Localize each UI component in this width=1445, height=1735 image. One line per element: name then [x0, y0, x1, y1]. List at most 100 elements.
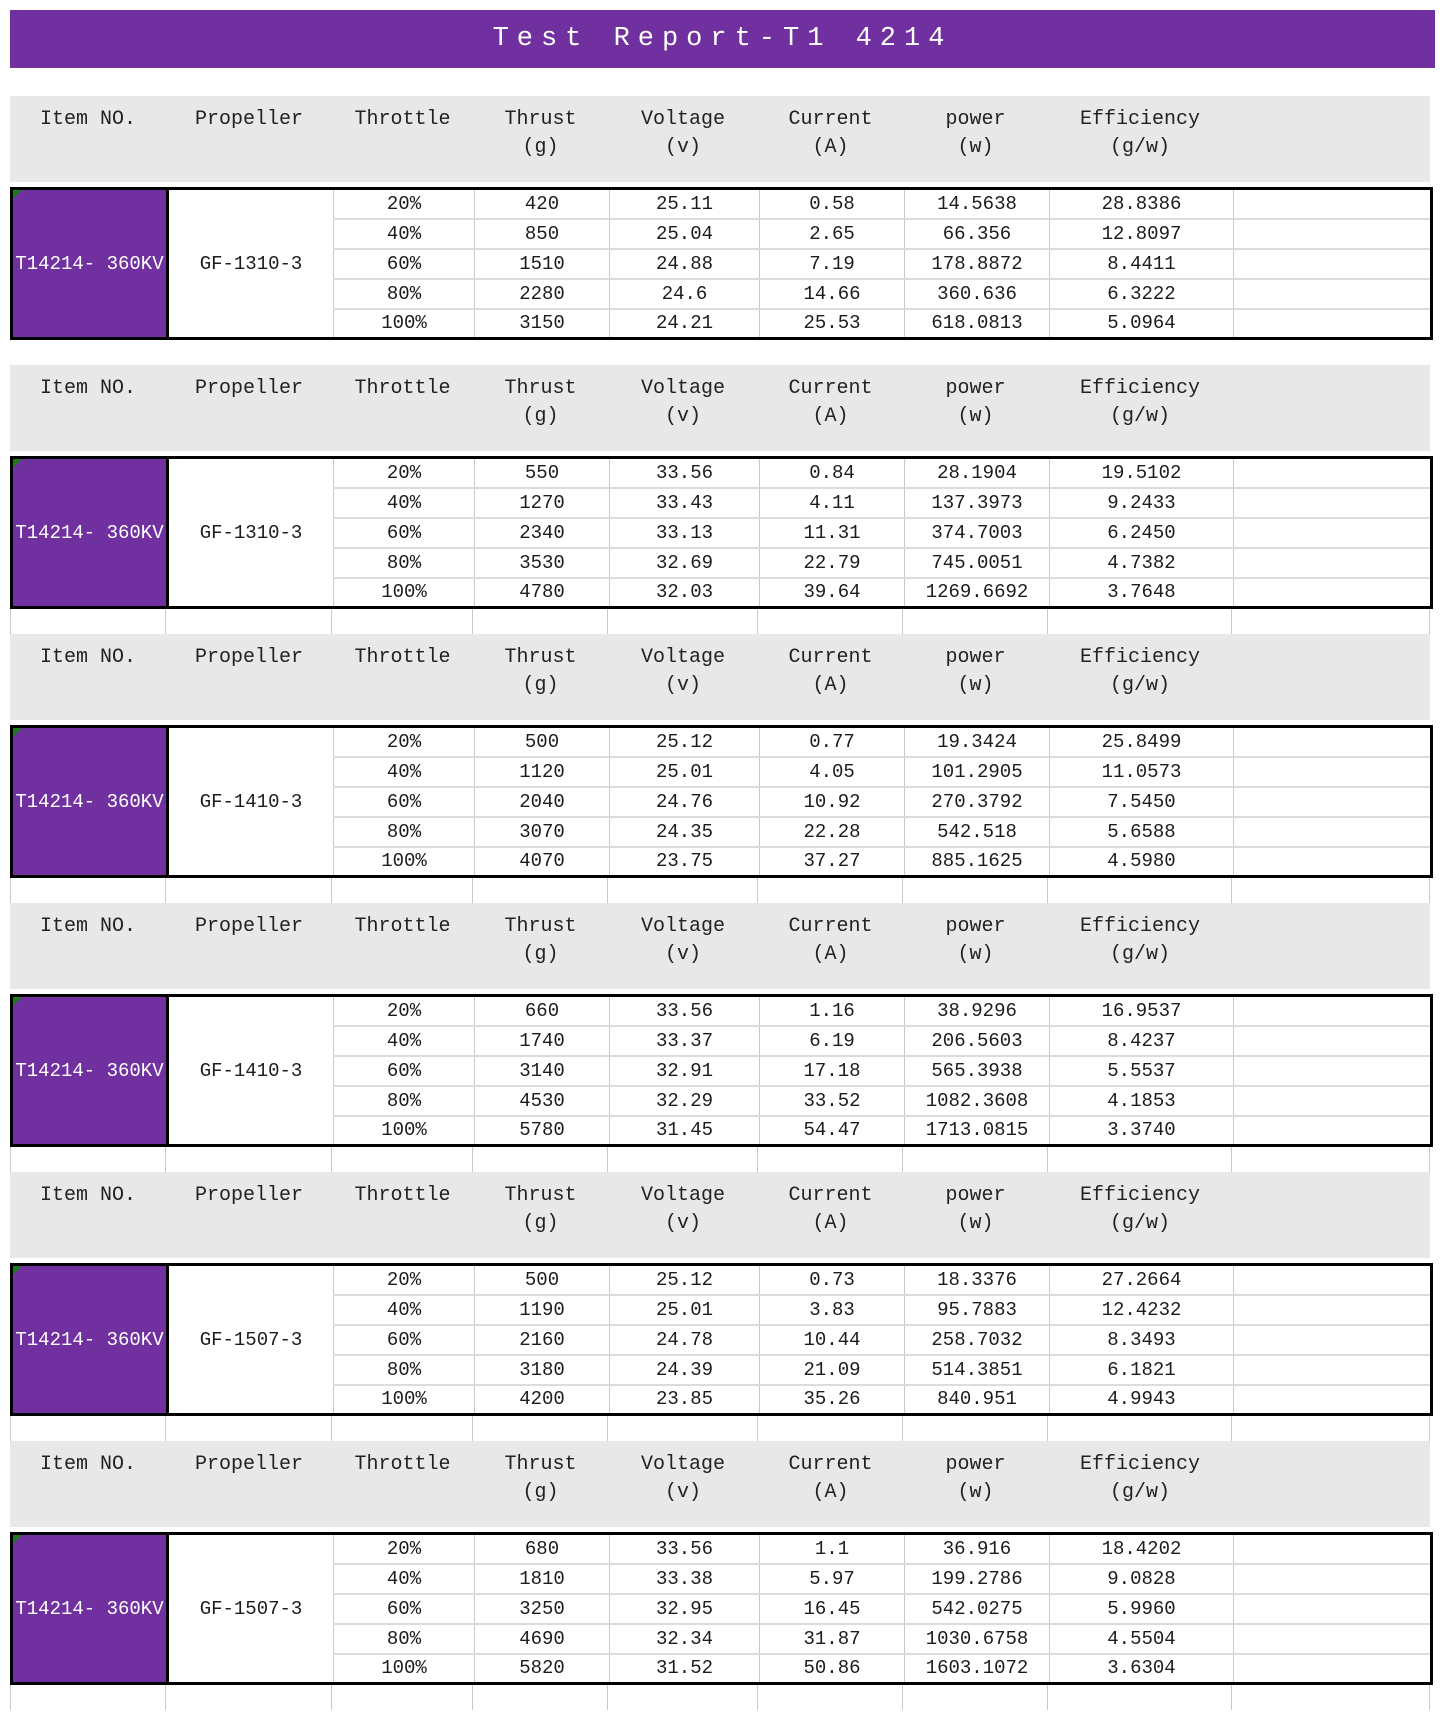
- col-header-propeller: Propeller: [166, 106, 332, 182]
- current-cell: 7.19: [759, 248, 905, 280]
- column-label: Current: [788, 915, 873, 938]
- spacer-cell: [608, 1685, 758, 1710]
- thrust-cell: 420: [474, 188, 610, 220]
- col-header-voltage: Voltage (v): [608, 644, 758, 720]
- empty-cell: [1233, 1115, 1432, 1146]
- efficiency-cell: 4.5504: [1049, 1623, 1234, 1655]
- col-header-efficiency: Efficiency (g/w): [1048, 106, 1232, 182]
- thrust-cell: 500: [474, 726, 610, 758]
- power-cell: 1269.6692: [904, 577, 1050, 608]
- report-title-bar: Test Report-T1 4214: [10, 10, 1435, 68]
- power-cell: 360.636: [904, 278, 1050, 310]
- power-cell: 1713.0815: [904, 1115, 1050, 1146]
- column-unit: [10, 1210, 166, 1238]
- thrust-cell: 5780: [474, 1115, 610, 1146]
- spacer-cell: [10, 1147, 166, 1172]
- empty-cell: [1233, 756, 1432, 788]
- column-label: Thrust: [504, 1453, 577, 1476]
- column-label: Propeller: [194, 915, 304, 938]
- item-no-cell: T14214- 360KV: [11, 995, 169, 1146]
- efficiency-cell: 9.0828: [1049, 1563, 1234, 1595]
- column-unit: [166, 1210, 332, 1238]
- col-header-voltage: Voltage (v): [608, 375, 758, 451]
- section-spacer-row: [10, 609, 1430, 634]
- current-cell: 10.44: [759, 1324, 905, 1356]
- item-no-value: T14214- 360KV: [15, 1059, 164, 1082]
- column-unit: (g/w): [1109, 943, 1170, 966]
- efficiency-cell: 3.7648: [1049, 577, 1234, 608]
- voltage-cell: 33.43: [609, 487, 760, 519]
- spacer-cell: [166, 878, 332, 903]
- col-header-thrust: Thrust (g): [473, 106, 608, 182]
- efficiency-cell: 16.9537: [1049, 995, 1234, 1027]
- efficiency-cell: 5.5537: [1049, 1055, 1234, 1087]
- voltage-cell: 24.21: [609, 308, 760, 339]
- current-cell: 11.31: [759, 517, 905, 549]
- column-unit: [166, 1479, 332, 1507]
- current-cell: 37.27: [759, 846, 905, 877]
- efficiency-cell: 4.5980: [1049, 846, 1234, 877]
- throttle-cell: 60%: [333, 248, 475, 280]
- column-unit: [10, 672, 166, 700]
- propeller-cell: GF-1507-3: [167, 1533, 334, 1684]
- throttle-cell: 100%: [333, 577, 475, 608]
- power-cell: 28.1904: [904, 457, 1050, 489]
- col-header-throttle: Throttle: [332, 1182, 473, 1258]
- power-cell: 38.9296: [904, 995, 1050, 1027]
- col-header-throttle: Throttle: [332, 1451, 473, 1527]
- spacer-cell: [608, 340, 758, 365]
- column-label: Current: [788, 377, 873, 400]
- thrust-cell: 3250: [474, 1593, 610, 1625]
- cell-error-indicator-icon: [13, 1266, 22, 1275]
- voltage-cell: 32.69: [609, 547, 760, 579]
- empty-cell: [1233, 218, 1432, 250]
- column-label: power: [945, 377, 1006, 400]
- efficiency-cell: 8.4237: [1049, 1025, 1234, 1057]
- spacer-cell: [10, 609, 166, 634]
- current-cell: 10.92: [759, 786, 905, 818]
- voltage-cell: 32.95: [609, 1593, 760, 1625]
- empty-cell: [1233, 517, 1432, 549]
- col-header-current: Current (A): [758, 106, 903, 182]
- col-header-current: Current (A): [758, 644, 903, 720]
- table-row: 80% 3070 24.35 22.28 542.518 5.6588: [12, 816, 1432, 848]
- column-label: Voltage: [640, 377, 725, 400]
- spacer-cell: [332, 878, 473, 903]
- sections-container: Item NO. Propeller Throttle Thrust (g) V…: [10, 96, 1435, 1710]
- empty-cell: [1233, 308, 1432, 339]
- col-header-efficiency: Efficiency (g/w): [1048, 913, 1232, 989]
- column-label: Voltage: [640, 915, 725, 938]
- voltage-cell: 24.76: [609, 786, 760, 818]
- efficiency-cell: 4.1853: [1049, 1085, 1234, 1117]
- col-header-current: Current (A): [758, 375, 903, 451]
- spacer-cell: [10, 878, 166, 903]
- thrust-cell: 3140: [474, 1055, 610, 1087]
- section-spacer-row: [10, 340, 1430, 365]
- item-no-cell: T14214- 360KV: [11, 1533, 169, 1684]
- empty-cell: [1233, 846, 1432, 877]
- table-row: 80% 4530 32.29 33.52 1082.3608 4.1853: [12, 1085, 1432, 1117]
- column-label: Efficiency: [1079, 915, 1201, 938]
- throttle-cell: 80%: [333, 547, 475, 579]
- section-spacer-row: [10, 878, 1430, 903]
- cell-error-indicator-icon: [13, 459, 22, 468]
- throttle-cell: 80%: [333, 816, 475, 848]
- report-section: Item NO. Propeller Throttle Thrust (g) V…: [10, 1441, 1435, 1710]
- report-section: Item NO. Propeller Throttle Thrust (g) V…: [10, 365, 1435, 634]
- empty-cell: [1233, 1384, 1432, 1415]
- column-unit: (v): [664, 1212, 701, 1235]
- table-row: 80% 2280 24.6 14.66 360.636 6.3222: [12, 278, 1432, 310]
- power-cell: 178.8872: [904, 248, 1050, 280]
- column-unit: (v): [664, 136, 701, 159]
- data-table: T14214- 360KV GF-1507-3 20% 680 33.56 1.…: [10, 1532, 1433, 1685]
- col-header-throttle: Throttle: [332, 644, 473, 720]
- efficiency-cell: 18.4202: [1049, 1533, 1234, 1565]
- voltage-cell: 33.37: [609, 1025, 760, 1057]
- col-header-power: power (w): [903, 1451, 1048, 1527]
- column-unit: (A): [812, 1481, 849, 1504]
- spacer-cell: [1048, 1416, 1232, 1441]
- column-unit: (g): [522, 674, 559, 697]
- cell-error-indicator-icon: [13, 190, 22, 199]
- thrust-cell: 2340: [474, 517, 610, 549]
